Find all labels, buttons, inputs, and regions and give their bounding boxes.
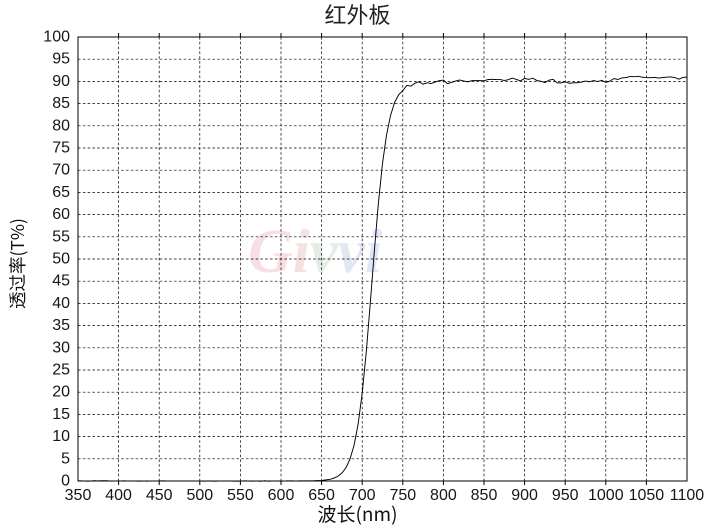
svg-text:65: 65 bbox=[52, 184, 70, 201]
svg-text:1000: 1000 bbox=[588, 487, 624, 504]
svg-text:50: 50 bbox=[52, 251, 70, 268]
svg-text:30: 30 bbox=[52, 339, 70, 356]
svg-text:60: 60 bbox=[52, 206, 70, 223]
svg-text:900: 900 bbox=[511, 487, 538, 504]
svg-text:10: 10 bbox=[52, 428, 70, 445]
svg-text:20: 20 bbox=[52, 384, 70, 401]
svg-text:1050: 1050 bbox=[629, 487, 665, 504]
svg-text:700: 700 bbox=[349, 487, 376, 504]
svg-text:95: 95 bbox=[52, 51, 70, 68]
svg-text:Givvi: Givvi bbox=[248, 218, 382, 286]
svg-text:600: 600 bbox=[268, 487, 295, 504]
svg-text:550: 550 bbox=[227, 487, 254, 504]
svg-text:650: 650 bbox=[308, 487, 335, 504]
svg-text:35: 35 bbox=[52, 317, 70, 334]
svg-text:5: 5 bbox=[61, 450, 70, 467]
svg-text:85: 85 bbox=[52, 95, 70, 112]
svg-text:800: 800 bbox=[430, 487, 457, 504]
svg-text:90: 90 bbox=[52, 73, 70, 90]
svg-text:400: 400 bbox=[105, 487, 132, 504]
svg-text:950: 950 bbox=[552, 487, 579, 504]
svg-text:80: 80 bbox=[52, 117, 70, 134]
svg-text:15: 15 bbox=[52, 406, 70, 423]
svg-text:55: 55 bbox=[52, 228, 70, 245]
svg-text:500: 500 bbox=[186, 487, 213, 504]
svg-text:25: 25 bbox=[52, 362, 70, 379]
svg-text:750: 750 bbox=[389, 487, 416, 504]
svg-text:450: 450 bbox=[146, 487, 173, 504]
svg-text:40: 40 bbox=[52, 295, 70, 312]
svg-text:45: 45 bbox=[52, 273, 70, 290]
svg-text:100: 100 bbox=[43, 29, 70, 46]
svg-text:75: 75 bbox=[52, 140, 70, 157]
svg-text:850: 850 bbox=[471, 487, 498, 504]
svg-text:70: 70 bbox=[52, 162, 70, 179]
svg-text:1100: 1100 bbox=[670, 487, 705, 504]
svg-text:350: 350 bbox=[65, 487, 92, 504]
